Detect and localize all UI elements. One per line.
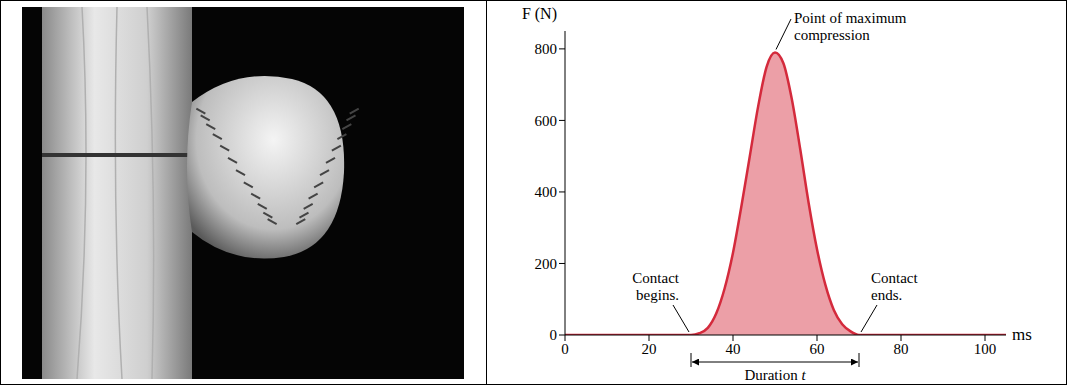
svg-text:compression: compression bbox=[794, 27, 870, 43]
svg-text:20: 20 bbox=[642, 341, 657, 357]
svg-text:F (N): F (N) bbox=[522, 5, 557, 23]
svg-text:0: 0 bbox=[561, 341, 569, 357]
svg-text:Contact: Contact bbox=[871, 270, 918, 286]
svg-text:60: 60 bbox=[810, 341, 825, 357]
svg-text:ms: ms bbox=[1012, 325, 1032, 344]
svg-text:600: 600 bbox=[535, 113, 558, 129]
svg-text:ends.: ends. bbox=[871, 287, 902, 303]
svg-text:40: 40 bbox=[726, 341, 741, 357]
svg-text:200: 200 bbox=[535, 256, 558, 272]
svg-text:400: 400 bbox=[535, 184, 558, 200]
svg-text:80: 80 bbox=[894, 341, 909, 357]
svg-text:800: 800 bbox=[535, 41, 558, 57]
svg-text:begins.: begins. bbox=[636, 287, 679, 303]
svg-text:Duration t: Duration t bbox=[744, 367, 806, 383]
svg-text:0: 0 bbox=[550, 327, 558, 343]
svg-text:100: 100 bbox=[974, 341, 997, 357]
svg-text:Point of maximum: Point of maximum bbox=[794, 10, 907, 26]
svg-text:Contact: Contact bbox=[632, 270, 679, 286]
